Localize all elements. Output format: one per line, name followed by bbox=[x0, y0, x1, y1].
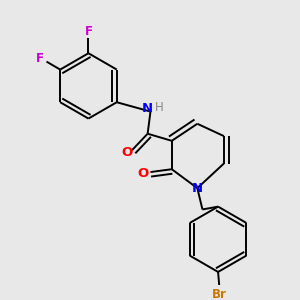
Text: O: O bbox=[138, 167, 149, 180]
Text: O: O bbox=[121, 146, 133, 159]
Text: N: N bbox=[192, 182, 203, 195]
Text: F: F bbox=[36, 52, 44, 65]
Text: H: H bbox=[154, 101, 164, 114]
Text: Br: Br bbox=[212, 288, 227, 300]
Text: F: F bbox=[85, 25, 92, 38]
Text: N: N bbox=[142, 102, 153, 115]
